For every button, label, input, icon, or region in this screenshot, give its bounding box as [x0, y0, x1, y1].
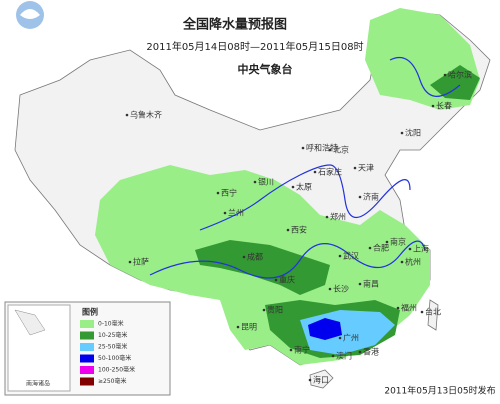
city-label: 台北 — [425, 307, 441, 317]
city-label: 香港 — [363, 347, 379, 357]
city-label: 武汉 — [343, 251, 359, 261]
city-dot — [400, 260, 404, 264]
city-dot — [396, 306, 400, 310]
city-label: 天津 — [358, 163, 374, 173]
rain-area-10-25 — [430, 65, 480, 100]
city-dot — [443, 73, 447, 77]
footer: 2011年05月13日05时发布 — [384, 385, 495, 397]
city-label: 昆明 — [241, 323, 257, 332]
taiwan — [427, 299, 439, 331]
legend-swatch — [80, 366, 94, 374]
city-dot — [325, 215, 329, 219]
city-dot — [328, 148, 332, 152]
inset-label: 南海诸岛 — [26, 380, 50, 388]
city-dot — [286, 228, 290, 232]
city-label: 呼和浩特 — [306, 143, 338, 153]
city-dot — [125, 113, 129, 117]
city-label: 长春 — [436, 101, 452, 111]
city-dot — [308, 378, 312, 382]
city-dot — [358, 282, 362, 286]
city-label: 福州 — [401, 304, 417, 313]
legend-label: 25-50毫米 — [98, 343, 127, 351]
city-label: 石家庄 — [318, 167, 342, 177]
city-dot — [338, 336, 342, 340]
city-dot — [353, 166, 357, 170]
legend-swatch — [80, 331, 94, 340]
city-label: 南昌 — [363, 279, 379, 289]
issuer: 中央气象台 — [238, 62, 293, 76]
city-label: 海口 — [313, 375, 329, 385]
city-dot — [223, 211, 227, 215]
city-dot — [385, 240, 389, 244]
city-label: 郑州 — [330, 212, 346, 222]
city-label: 贵阳 — [267, 305, 283, 315]
city-dot — [408, 247, 412, 251]
city-dot — [328, 287, 332, 291]
city-dot — [400, 131, 404, 135]
legend-swatch — [80, 343, 94, 351]
city-dot — [236, 325, 240, 329]
city-label: 兰州 — [228, 208, 244, 218]
city-dot — [253, 180, 257, 184]
inset: 南海诸岛 图例 0-10毫米 10-25毫米 25-50毫米 50-100毫米 100-… — [4, 301, 171, 396]
legend-label: 100-250毫米 — [98, 366, 135, 374]
legend-label: 10-25毫米 — [98, 331, 127, 339]
city-dot — [331, 354, 335, 358]
city-label: 济南 — [363, 192, 379, 202]
hainan — [309, 369, 334, 389]
city-dot — [431, 104, 435, 108]
city-dot — [420, 310, 424, 314]
city-dot — [128, 260, 132, 264]
logo — [16, 1, 44, 29]
city-dot — [216, 191, 220, 195]
city-dot — [242, 255, 246, 259]
city-label: 沈阳 — [405, 128, 421, 138]
legend-swatch — [80, 320, 94, 328]
legend-label: ≥250毫米 — [98, 377, 126, 385]
city-dot — [262, 308, 266, 312]
city-label: 杭州 — [405, 257, 421, 267]
city-label: 拉萨 — [133, 257, 149, 267]
legend-label: 50-100毫米 — [98, 354, 131, 362]
legend-label: 0-10毫米 — [98, 320, 124, 328]
city-dot — [368, 246, 372, 250]
city-dot — [313, 170, 317, 174]
city-label: 南京 — [390, 237, 406, 247]
city-dot — [274, 278, 278, 282]
legend-swatch — [80, 377, 94, 386]
city-label: 南宁 — [294, 345, 310, 355]
title: 全国降水量预报图 — [182, 17, 287, 33]
city-label: 太原 — [296, 182, 312, 192]
city-label: 西安 — [291, 225, 307, 235]
city-label: 澳门 — [336, 351, 352, 361]
city-label: 成都 — [247, 252, 263, 262]
city-dot — [358, 195, 362, 199]
period: 2011年05月14日08时—2011年05月15日08时 — [146, 40, 363, 53]
city-label: 银川 — [258, 177, 274, 187]
city-label: 重庆 — [279, 275, 295, 285]
city-label: 合肥 — [373, 243, 389, 253]
city-dot — [301, 146, 305, 150]
city-label: 西宁 — [221, 188, 237, 198]
legend-title: 图例 — [82, 307, 98, 317]
city-label: 上海 — [413, 244, 429, 254]
rain-area-10-25 — [195, 240, 330, 295]
city-dot — [358, 350, 362, 354]
city-dot — [291, 185, 295, 189]
city-dot — [338, 254, 342, 258]
legend-swatch — [80, 354, 94, 363]
city-label: 北京 — [333, 145, 349, 155]
rain-area-50-100 — [308, 318, 342, 340]
city-label: 长沙 — [333, 284, 349, 294]
rivers — [149, 56, 461, 279]
legend: 0-10毫米 10-25毫米 25-50毫米 50-100毫米 100-250毫米 ≥25… — [80, 320, 135, 386]
city-dot — [289, 348, 293, 352]
city-label: 广州 — [343, 333, 359, 343]
city-label: 哈尔滨 — [448, 70, 472, 80]
city-label: 乌鲁木齐 — [130, 110, 162, 120]
